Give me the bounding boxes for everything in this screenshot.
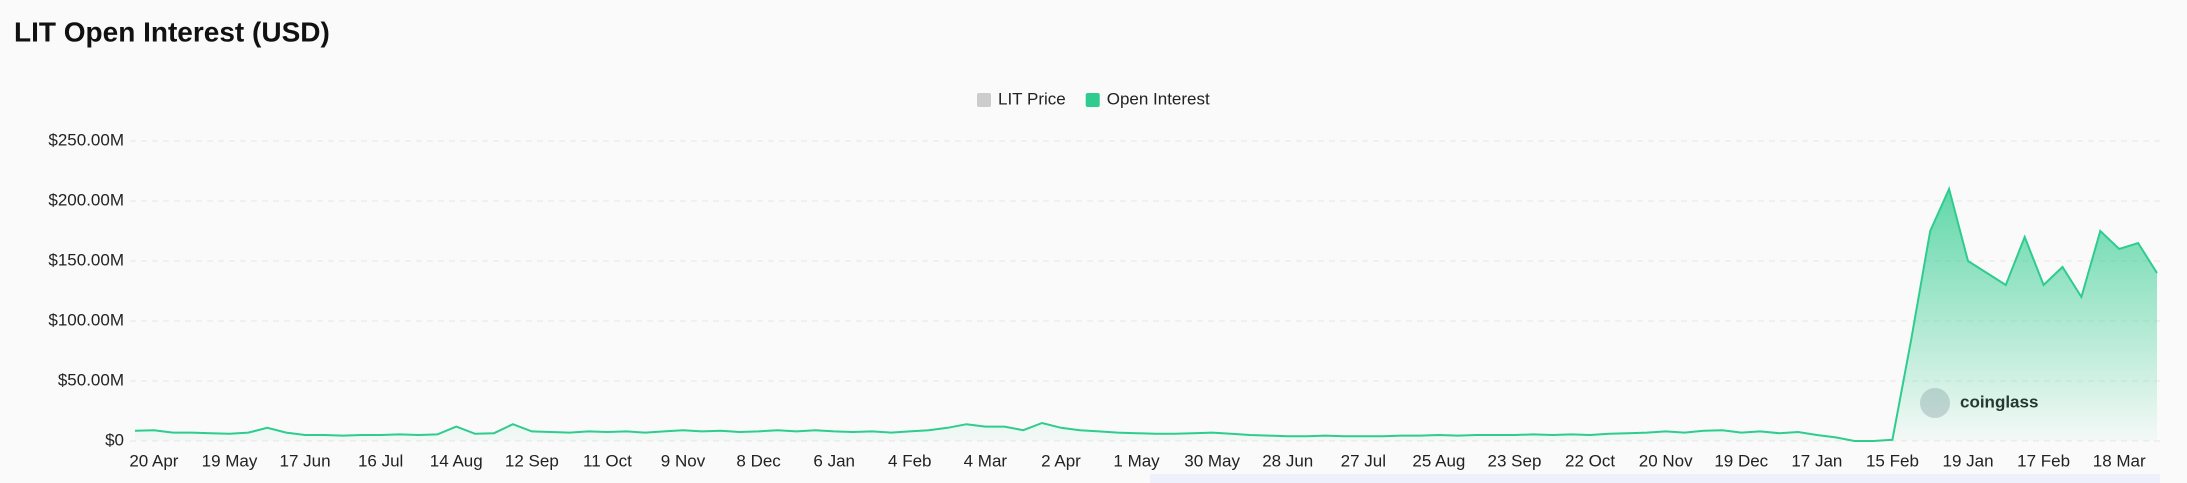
legend-label: LIT Price <box>998 89 1066 108</box>
x-tick-label: 1 May <box>1113 451 1160 470</box>
x-tick-label: 28 Jun <box>1262 451 1313 470</box>
y-tick-label: $100.00M <box>48 310 124 329</box>
legend-label: Open Interest <box>1107 89 1210 108</box>
scrollbar <box>1150 474 2160 483</box>
x-tick-label: 2 Apr <box>1041 451 1081 470</box>
x-tick-label: 19 May <box>202 451 258 470</box>
x-tick-label: 9 Nov <box>661 451 706 470</box>
x-tick-label: 20 Nov <box>1639 451 1693 470</box>
legend-swatch <box>1085 93 1100 107</box>
y-tick-label: $200.00M <box>48 190 124 209</box>
line <box>134 186 2158 442</box>
x-tick-label: 8 Dec <box>736 451 781 470</box>
x-tick-label: 27 Jul <box>1341 451 1386 470</box>
x-tick-label: 6 Jan <box>813 451 855 470</box>
x-tick-label: 17 Feb <box>2017 451 2070 470</box>
y-tick-label: $50.00M <box>58 370 124 389</box>
legend-swatch <box>977 93 991 107</box>
x-tick-label: 22 Oct <box>1565 451 1615 470</box>
x-tick-label: 19 Jan <box>1943 451 1994 470</box>
x-tick-label: 4 Mar <box>964 451 1008 470</box>
x-tick-label: 14 Aug <box>430 451 483 470</box>
x-tick-label: 30 May <box>1184 451 1240 470</box>
x-tick-label: 23 Sep <box>1488 451 1542 470</box>
x-tick-label: 11 Oct <box>583 451 632 470</box>
x-tick-label: 17 Jun <box>280 451 331 470</box>
x-tick-label: 25 Aug <box>1412 451 1465 470</box>
x-tick-label: 20 Apr <box>129 451 178 470</box>
x-tick-label: 19 Dec <box>1714 451 1768 470</box>
y-tick-label: $0 <box>105 430 124 449</box>
y-tick-label: $150.00M <box>48 250 124 269</box>
x-tick-label: 17 Jan <box>1791 451 1842 470</box>
x-tick-label: 18 Mar <box>2093 451 2146 470</box>
x-tick-label: 12 Sep <box>505 451 559 470</box>
x-tick-label: 15 Feb <box>1866 451 1919 470</box>
y-tick-label: $250.00M <box>48 130 124 149</box>
x-tick-label: 4 Feb <box>888 451 931 470</box>
chart-title: LIT Open Interest (USD) <box>14 16 330 47</box>
x-tick-label: 16 Jul <box>358 451 403 470</box>
